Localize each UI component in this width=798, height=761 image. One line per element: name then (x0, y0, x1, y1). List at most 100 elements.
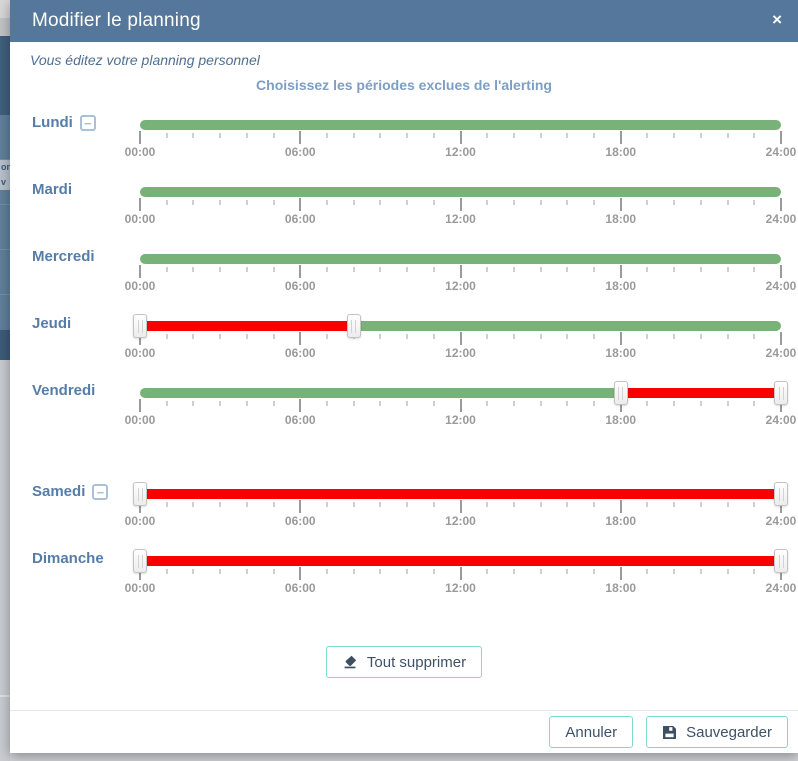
major-tick (139, 131, 141, 144)
slider-handle[interactable] (133, 549, 147, 573)
minor-tick (192, 200, 195, 205)
tick-label: 00:00 (124, 145, 156, 159)
major-tick (299, 332, 302, 345)
day-rows: Lundi −00:00 06:00 12:00 18:00 24:00 Mardi 00:0… (10, 112, 798, 615)
time-range-slider[interactable]: 00:00 06:00 12:00 18:00 24:00 (125, 246, 796, 313)
minor-tick (272, 334, 275, 339)
time-range-slider[interactable]: 00:00 06:00 12:00 18:00 24:00 (125, 112, 796, 179)
day-row-jeudi: Jeudi 00:00 06:00 12:00 18:00 24:00 (10, 313, 798, 380)
slider-handle[interactable] (346, 314, 361, 338)
slider-track (140, 388, 781, 398)
slider-handle[interactable] (774, 381, 788, 405)
minor-tick (566, 401, 569, 406)
minor-tick (486, 200, 489, 205)
tick-label: 18:00 (605, 279, 637, 293)
major-tick (459, 567, 462, 580)
minor-tick (593, 334, 596, 339)
minor-tick (245, 267, 248, 272)
minor-tick (566, 569, 569, 574)
minor-tick (245, 334, 248, 339)
day-label-cell: Samedi − (10, 481, 140, 548)
minor-tick (646, 502, 649, 507)
minor-tick (379, 401, 382, 406)
slider-handle[interactable] (133, 314, 147, 338)
time-range-slider[interactable]: 00:00 06:00 12:00 18:00 24:00 (125, 548, 796, 615)
minor-tick (646, 200, 649, 205)
major-tick (459, 500, 462, 513)
tick-label: 06:00 (284, 212, 316, 226)
alerting-periods-heading: Choisissez les périodes exclues de l'ale… (256, 77, 552, 93)
major-tick (780, 567, 782, 580)
minor-tick (486, 267, 489, 272)
tick-label: 24:00 (765, 413, 797, 427)
minor-tick (245, 401, 248, 406)
minor-tick (219, 334, 222, 339)
minor-tick (325, 334, 328, 339)
slider-segment-excluded (140, 321, 354, 331)
tick-label: 00:00 (124, 279, 156, 293)
slider-handle[interactable] (133, 482, 147, 506)
major-tick (780, 332, 782, 345)
minor-tick (593, 401, 596, 406)
tick-label: 24:00 (765, 279, 797, 293)
minor-tick (406, 334, 409, 339)
minor-tick (593, 267, 596, 272)
slider-track (140, 254, 781, 264)
tick-label: 06:00 (284, 145, 316, 159)
minor-tick (753, 401, 756, 406)
minor-tick (699, 133, 702, 138)
minor-tick (673, 267, 676, 272)
time-range-slider[interactable]: 00:00 06:00 12:00 18:00 24:00 (125, 380, 796, 447)
day-row-mercredi: Mercredi 00:00 06:00 12:00 18:00 24:00 (10, 246, 798, 313)
minor-tick (325, 502, 328, 507)
slider-handle[interactable] (774, 482, 788, 506)
save-icon (662, 725, 677, 740)
minor-tick (486, 334, 489, 339)
time-range-slider[interactable]: 00:00 06:00 12:00 18:00 24:00 (125, 481, 796, 548)
cancel-label: Annuler (565, 723, 618, 741)
time-range-slider[interactable]: 00:00 06:00 12:00 18:00 24:00 (125, 313, 796, 380)
cancel-button[interactable]: Annuler (549, 716, 634, 748)
major-tick (780, 399, 782, 412)
slider-segment-excluded (140, 556, 781, 566)
tick-label: 18:00 (605, 346, 637, 360)
minor-tick (753, 200, 756, 205)
day-label: Samedi (32, 483, 86, 500)
minor-tick (512, 569, 515, 574)
day-label-cell: Dimanche (10, 548, 140, 615)
close-icon[interactable]: × (772, 10, 782, 30)
minor-tick (539, 334, 542, 339)
collapse-minus-icon[interactable]: − (92, 484, 109, 500)
minor-tick (379, 200, 382, 205)
collapse-minus-icon[interactable]: − (79, 115, 96, 131)
major-tick (619, 265, 622, 278)
minor-tick (219, 133, 222, 138)
minor-tick (753, 569, 756, 574)
minor-tick (245, 133, 248, 138)
clear-all-button[interactable]: Tout supprimer (325, 646, 483, 678)
minor-tick (512, 502, 515, 507)
time-range-slider[interactable]: 00:00 06:00 12:00 18:00 24:00 (125, 179, 796, 246)
slider-segment-included (353, 321, 781, 331)
handle-grip (618, 386, 624, 400)
save-button[interactable]: Sauvegarder (646, 716, 788, 748)
slider-segment-excluded (620, 388, 781, 398)
minor-tick (753, 267, 756, 272)
slider-handle[interactable] (613, 381, 628, 405)
minor-tick (219, 401, 222, 406)
clear-all-label: Tout supprimer (366, 653, 467, 671)
day-label: Mercredi (32, 248, 95, 265)
tick-label: 18:00 (605, 413, 637, 427)
major-tick (619, 567, 622, 580)
day-label-cell: Lundi − (10, 112, 140, 179)
slider-handle[interactable] (774, 549, 788, 573)
major-tick (780, 500, 782, 513)
minor-tick (352, 502, 355, 507)
major-tick (299, 567, 302, 580)
background-sidebar-menu (0, 115, 10, 330)
day-row-lundi: Lundi −00:00 06:00 12:00 18:00 24:00 (10, 112, 798, 179)
day-label-cell: Mardi (10, 179, 140, 246)
handle-grip (351, 319, 357, 333)
minor-tick (673, 133, 676, 138)
day-label: Dimanche (32, 550, 104, 567)
